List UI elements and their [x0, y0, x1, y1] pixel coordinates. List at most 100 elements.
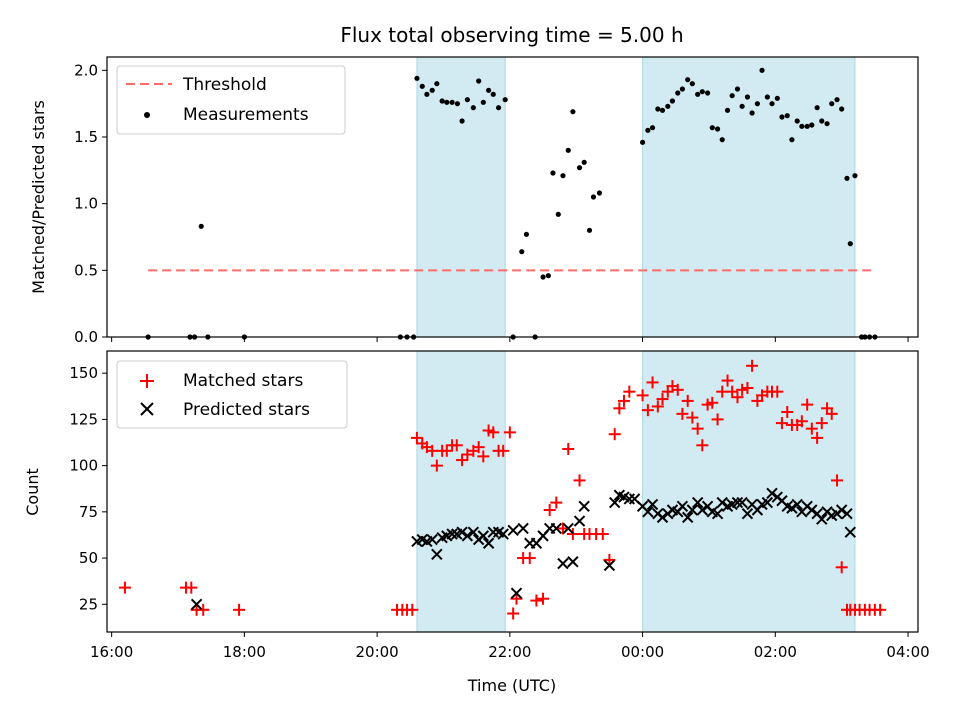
top-y-tick-label: 0.5 — [74, 261, 98, 279]
measurement-point — [799, 123, 805, 129]
predicted-point — [510, 587, 523, 599]
measurement-point — [759, 67, 765, 73]
predicted-point — [731, 496, 744, 509]
measurement-point — [454, 101, 461, 107]
predicted-point — [646, 498, 659, 511]
matched-point — [741, 381, 754, 394]
predicted-point — [557, 557, 569, 570]
measurement-point — [586, 227, 593, 233]
measurement-point — [414, 75, 420, 81]
bottom-y-tick-label: 75 — [79, 503, 98, 521]
matched-point — [440, 444, 453, 457]
measurement-point — [847, 241, 853, 247]
x-tick-label: 00:00 — [621, 643, 664, 661]
measurement-point — [464, 97, 470, 103]
measurement-point — [714, 126, 721, 132]
measurement-point — [809, 122, 815, 128]
predicted-point — [431, 548, 443, 561]
measurement-point — [769, 101, 775, 107]
measurement-point — [439, 98, 445, 104]
top-panel: 0.00.51.01.52.0 Matched/Predicted stars … — [29, 56, 919, 346]
top-y-axis-label: Matched/Predicted stars — [29, 100, 48, 294]
x-tick-label: 04:00 — [886, 643, 929, 661]
measurement-point — [764, 94, 770, 100]
measurement-point — [675, 90, 681, 96]
predicted-point — [676, 500, 689, 512]
top-axes-frame — [106, 56, 919, 338]
matched-point — [185, 581, 198, 594]
matched-point — [835, 561, 848, 574]
bottom-y-tick-label: 150 — [69, 364, 98, 382]
bottom-y-tick-label: 125 — [69, 410, 98, 428]
matched-point — [523, 552, 536, 565]
matched-point — [477, 450, 490, 463]
matched-point — [507, 607, 520, 620]
predicted-point — [562, 522, 574, 535]
measurement-point — [449, 99, 455, 105]
measurement-point — [709, 125, 715, 131]
measurement-point — [844, 175, 850, 181]
matched-point — [562, 442, 575, 455]
matched-point — [641, 404, 654, 417]
matched-point — [450, 439, 463, 452]
predicted-point — [456, 526, 468, 538]
top-legend-box — [116, 65, 346, 135]
matched-point — [795, 415, 808, 428]
measurement-point — [645, 127, 651, 133]
measurement-point — [774, 95, 780, 101]
measurement-point — [724, 107, 731, 113]
predicted-point — [711, 507, 724, 520]
measurement-point — [824, 121, 830, 127]
matched-point — [805, 422, 818, 435]
matched-point — [646, 376, 659, 389]
measurement-point — [829, 101, 835, 107]
predicted-point — [791, 498, 803, 511]
measurement-point — [444, 99, 450, 105]
measurement-point — [669, 98, 676, 104]
matched-point — [197, 603, 210, 616]
bottom-y-tick-label: 100 — [69, 457, 98, 475]
predicted-point — [835, 504, 848, 516]
top-y-tick-label: 2.0 — [74, 61, 98, 79]
measurement-point — [596, 190, 603, 196]
matched-point — [530, 594, 543, 607]
matched-point — [410, 431, 423, 444]
measurement-point — [198, 223, 204, 229]
shaded-span — [416, 56, 506, 338]
predicted-point — [497, 528, 509, 540]
x-tick-label: 20:00 — [355, 643, 398, 661]
measurement-point — [729, 93, 735, 99]
predicted-point — [426, 533, 438, 546]
predicted-point — [656, 511, 669, 524]
measurement-point — [794, 118, 800, 124]
measurement-point — [689, 81, 695, 87]
measurement-point — [419, 83, 425, 89]
measurement-point — [685, 77, 691, 83]
measurement-point — [819, 118, 825, 124]
bottom-y-axis-label: Count — [23, 468, 42, 516]
measurement-point — [550, 170, 556, 176]
predicted-point — [461, 530, 474, 542]
measurement-point — [814, 105, 820, 111]
matched-point — [487, 426, 500, 439]
measurement-point — [739, 103, 745, 109]
matched-point — [825, 407, 838, 420]
matched-point — [608, 428, 621, 441]
legend-threshold-label: Threshold — [182, 75, 267, 95]
measurement-point — [495, 105, 502, 111]
matched-point — [233, 603, 246, 616]
legend-matched-swatch — [140, 374, 154, 388]
measurement-point — [540, 274, 546, 280]
matched-point — [503, 426, 516, 439]
measurement-point — [555, 211, 561, 217]
measurement-point — [581, 159, 587, 165]
predicted-point — [682, 511, 694, 524]
matched-point — [746, 359, 759, 372]
measurement-point — [560, 173, 566, 179]
matched-point — [671, 383, 684, 396]
top-y-tick-label: 1.0 — [74, 195, 98, 213]
matched-point — [691, 422, 704, 435]
predicted-point — [761, 496, 774, 509]
matched-point — [801, 398, 814, 411]
